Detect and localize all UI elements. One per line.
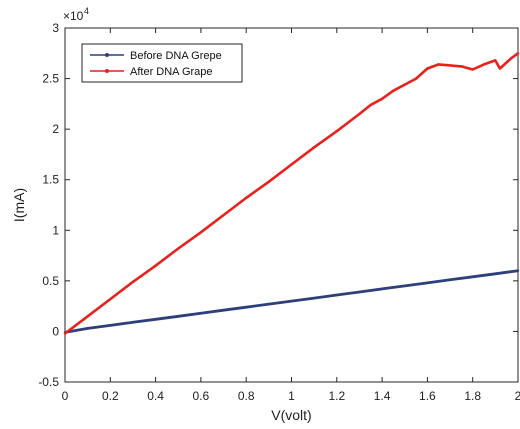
x-tick-label: 1.2 bbox=[328, 389, 345, 403]
x-tick-label: 0.6 bbox=[193, 389, 210, 403]
series-2-point bbox=[498, 67, 502, 70]
series-2-point bbox=[437, 63, 440, 66]
series-1-point bbox=[290, 299, 293, 303]
series-1-point bbox=[199, 312, 203, 315]
x-tick-label: 1.4 bbox=[374, 389, 391, 403]
series-1-point bbox=[358, 290, 361, 294]
y-tick-label: 0 bbox=[52, 324, 59, 338]
series-1-point bbox=[267, 302, 271, 306]
series-2-point bbox=[414, 77, 418, 80]
plot-area bbox=[64, 27, 519, 383]
series-2-point bbox=[177, 247, 180, 250]
y-tick-label: 2.5 bbox=[42, 72, 59, 86]
y-tick-label: 1 bbox=[52, 223, 59, 237]
series-2-point bbox=[154, 264, 157, 267]
legend-label-2: After DNA Grape bbox=[130, 66, 213, 78]
series-1-point bbox=[471, 275, 474, 279]
series-2-point bbox=[290, 163, 293, 166]
series-2-point bbox=[426, 67, 429, 70]
series-2-point bbox=[505, 61, 508, 64]
y-axis-label: I(mA) bbox=[11, 188, 27, 222]
x-tick-label: 1 bbox=[288, 389, 295, 403]
series-2-point bbox=[471, 68, 474, 71]
series-2-point bbox=[245, 196, 248, 200]
series-1-point bbox=[131, 321, 135, 324]
series-1-point bbox=[245, 305, 248, 309]
x-tick-label: 1.8 bbox=[464, 389, 481, 403]
series-2-point bbox=[510, 57, 513, 60]
series-2-point bbox=[312, 146, 316, 149]
y-tick-label: -0.5 bbox=[38, 375, 59, 389]
series-1-point bbox=[177, 315, 180, 318]
x-tick-label: 0.4 bbox=[147, 389, 164, 403]
series-2-point bbox=[380, 97, 384, 101]
series-2-point bbox=[369, 103, 372, 107]
y-tick-label: 1.5 bbox=[42, 173, 59, 187]
legend-marker-1 bbox=[105, 53, 109, 57]
series-1-point bbox=[403, 284, 406, 288]
legend-marker-2 bbox=[105, 69, 109, 73]
series-1-point bbox=[86, 327, 89, 330]
series-2-point bbox=[63, 332, 67, 335]
series-1-point bbox=[426, 281, 429, 285]
series-2-point bbox=[131, 280, 135, 284]
y-tick-label: 2 bbox=[52, 122, 59, 136]
series-1-point bbox=[335, 293, 338, 297]
series-1-point bbox=[494, 272, 497, 275]
x-tick-label: 0.2 bbox=[102, 389, 119, 403]
series-2-point bbox=[86, 315, 89, 318]
series-2-point bbox=[335, 129, 338, 133]
series-2-point bbox=[403, 83, 406, 86]
series-2-point bbox=[199, 231, 203, 234]
series-2-point bbox=[494, 59, 497, 62]
series-line-2 bbox=[64, 52, 519, 335]
y-multiplier: ×10 bbox=[63, 9, 84, 23]
legend-label-1: Before DNA Grepe bbox=[130, 50, 222, 62]
series-1-point bbox=[516, 269, 520, 272]
series-1-point bbox=[109, 324, 112, 327]
y-multiplier-exponent: 4 bbox=[84, 6, 89, 16]
series-1-point bbox=[448, 278, 452, 282]
x-tick-label: 2 bbox=[515, 389, 520, 403]
series-2-point bbox=[267, 180, 271, 183]
series-1-point bbox=[380, 287, 384, 291]
x-tick-label: 0 bbox=[62, 389, 69, 403]
series-2-point bbox=[516, 52, 520, 55]
x-tick-label: 0.8 bbox=[238, 389, 255, 403]
series-1-point bbox=[312, 296, 316, 300]
x-axis-label: V(volt) bbox=[271, 407, 311, 423]
series-2-point bbox=[482, 63, 486, 66]
series-1-point bbox=[154, 318, 157, 321]
series-2-point bbox=[392, 89, 395, 92]
series-2-point bbox=[109, 297, 112, 301]
series-2-point bbox=[460, 65, 463, 68]
series-1-point bbox=[222, 308, 225, 312]
legend-box bbox=[81, 43, 243, 83]
series-2-point bbox=[222, 213, 225, 217]
series-2-point bbox=[358, 112, 361, 116]
y-tick-label: 0.5 bbox=[42, 274, 59, 288]
y-tick-label: 3 bbox=[52, 21, 59, 35]
series-2-point bbox=[448, 64, 452, 67]
x-tick-label: 1.6 bbox=[419, 389, 436, 403]
